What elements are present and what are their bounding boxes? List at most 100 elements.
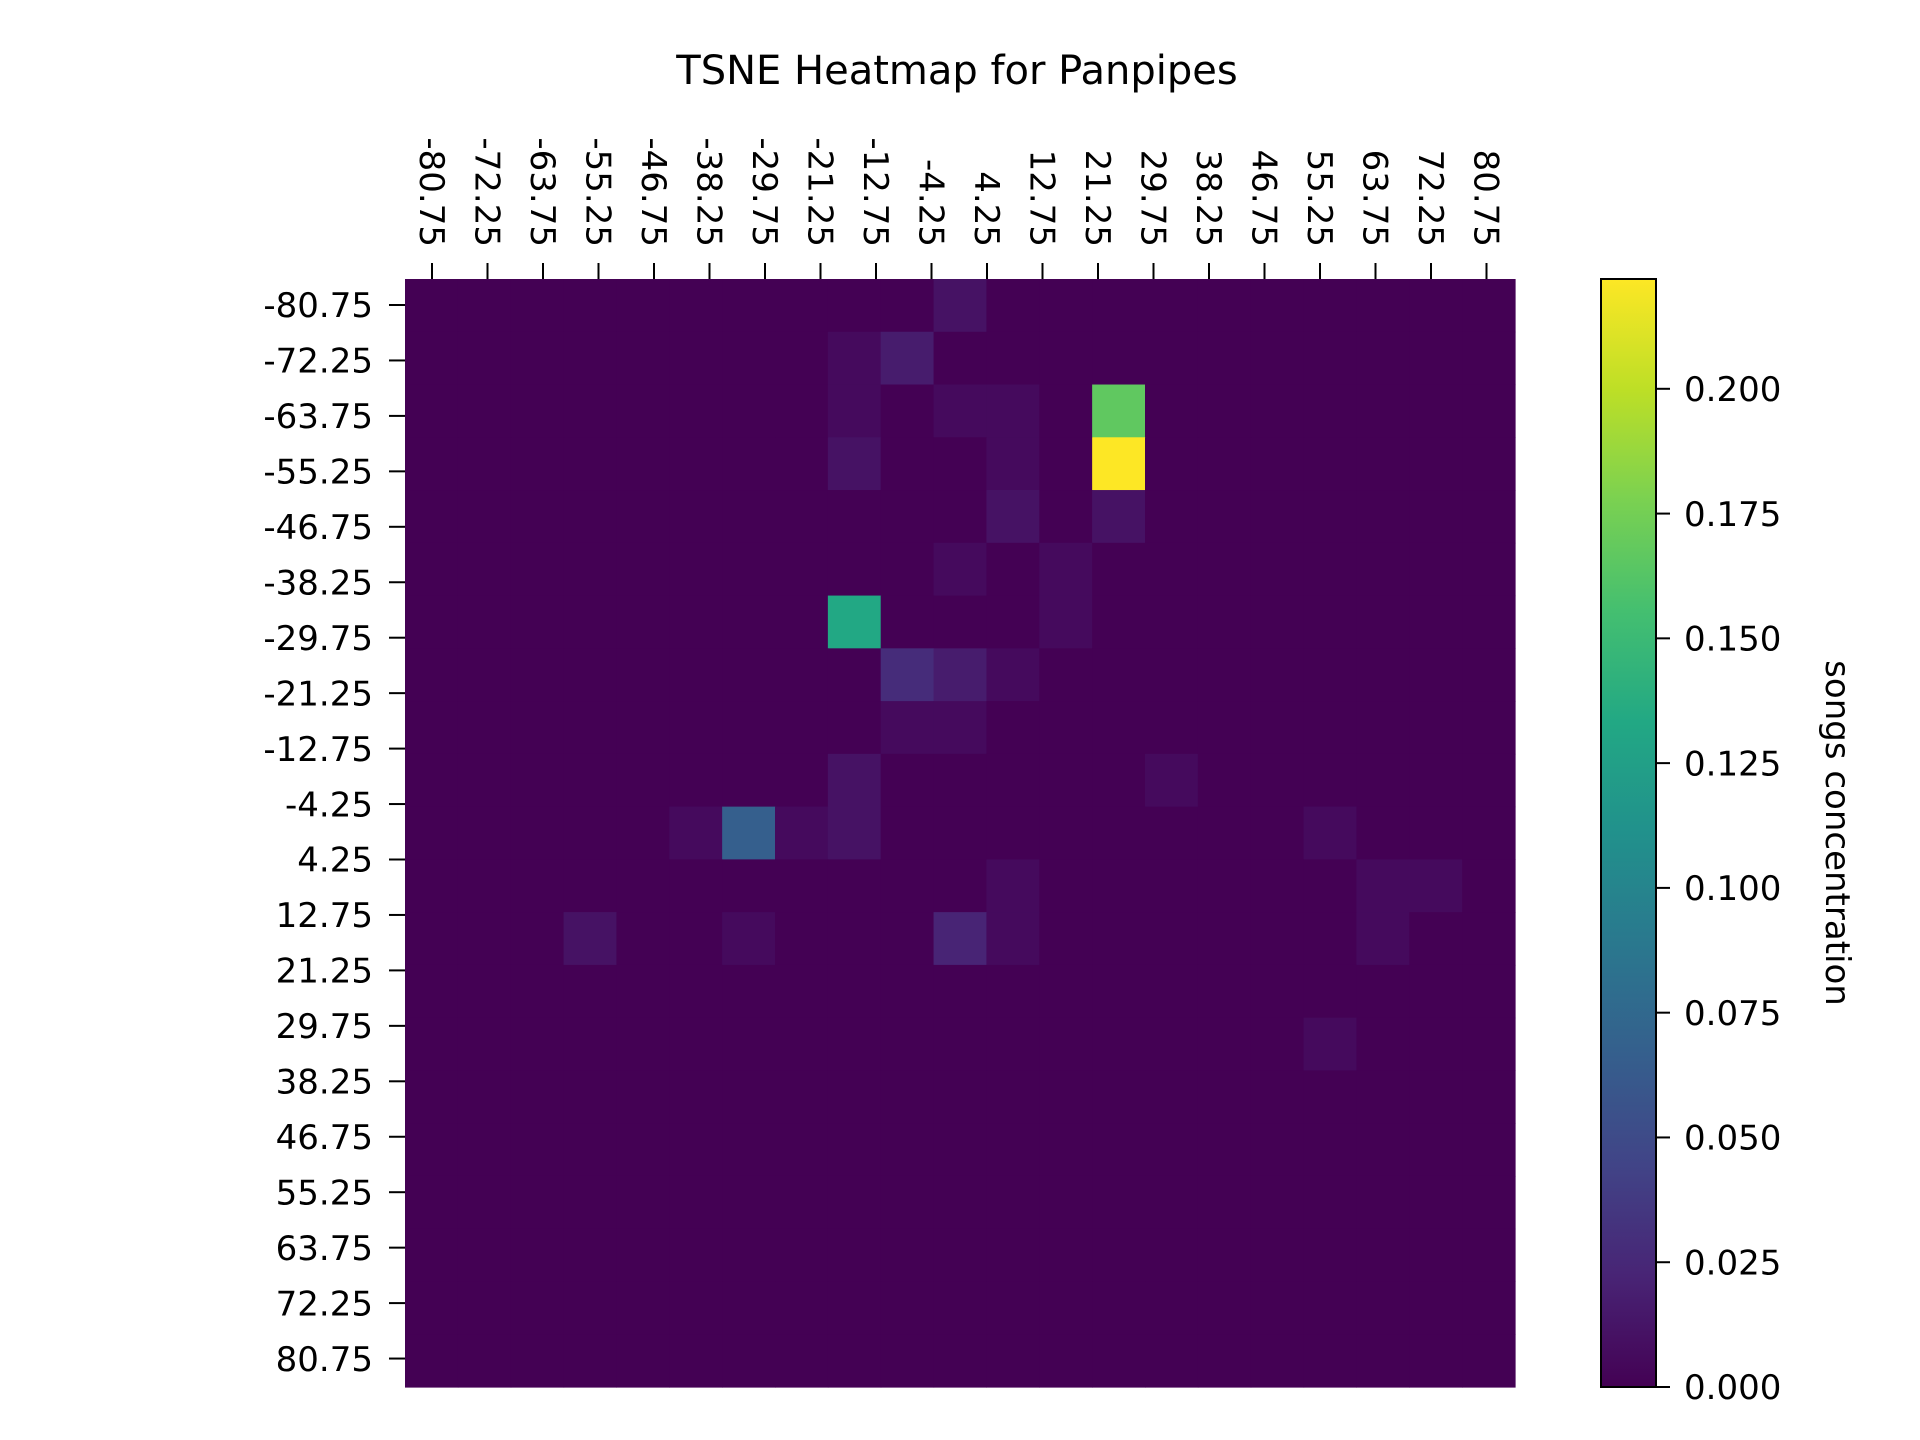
heatmap-cell (457, 648, 512, 702)
heatmap-cell (1039, 753, 1093, 808)
heatmap-cell (1303, 1070, 1358, 1124)
heatmap-cell (1145, 279, 1199, 333)
heatmap-cell (1145, 384, 1199, 438)
heatmap-cell (827, 648, 882, 702)
heatmap-cell (1356, 1175, 1410, 1230)
heatmap-cell (986, 964, 1040, 1019)
heatmap-cell (405, 1175, 459, 1230)
heatmap-cell (1303, 384, 1358, 438)
heatmap-cell (405, 753, 459, 808)
heatmap-cell (669, 331, 723, 386)
heatmap-cell (827, 437, 882, 491)
heatmap-cell (405, 1281, 459, 1335)
heatmap-cell (775, 490, 829, 544)
heatmap-cell (775, 1334, 829, 1388)
heatmap-cell (1462, 806, 1516, 860)
heatmap-cell (1092, 1228, 1146, 1283)
y-tick-label: -72.25 (263, 342, 373, 382)
heatmap-cell (1356, 1228, 1410, 1283)
heatmap-cell (775, 912, 829, 966)
y-tick-label: 46.75 (276, 1118, 373, 1158)
heatmap-cell (510, 1070, 565, 1124)
heatmap-cell (1250, 1017, 1305, 1072)
heatmap-cell (1303, 1334, 1358, 1388)
heatmap-cell (775, 806, 829, 860)
heatmap-cell (1039, 648, 1093, 702)
heatmap-cell (933, 1334, 988, 1388)
heatmap-cell (986, 1334, 1040, 1388)
y-tick-label: -12.75 (263, 730, 373, 770)
heatmap-cell (775, 1123, 829, 1177)
x-tick-label: 55.25 (1299, 150, 1339, 247)
heatmap-cell (563, 1070, 618, 1124)
heatmap-cell (1092, 1123, 1146, 1177)
x-tick-label: -38.25 (689, 137, 729, 247)
heatmap-cell (1250, 1123, 1305, 1177)
heatmap-cell (1303, 648, 1358, 702)
heatmap-cell (986, 701, 1040, 755)
heatmap-cell (1303, 701, 1358, 755)
heatmap-cell (1039, 437, 1093, 491)
heatmap-cell (1145, 490, 1199, 544)
heatmap-cell (722, 1123, 776, 1177)
heatmap-cell (1250, 912, 1305, 966)
colorbar-tick-label: 0.075 (1684, 994, 1781, 1034)
x-tick-label: 21.25 (1077, 150, 1117, 247)
heatmap-cell (616, 279, 670, 333)
heatmap-cell (669, 1228, 723, 1283)
heatmap-cell (405, 648, 459, 702)
heatmap-cell (1197, 859, 1252, 913)
heatmap-cell (1039, 859, 1093, 913)
heatmap-cell (1409, 753, 1463, 808)
heatmap-cell (722, 1070, 776, 1124)
heatmap-cell (1356, 595, 1410, 649)
heatmap-cell (827, 1017, 882, 1072)
colorbar-tick-label: 0.050 (1684, 1119, 1781, 1159)
heatmap-cell (669, 806, 723, 860)
heatmap-cell (1356, 964, 1410, 1019)
heatmap-cell (1197, 1070, 1252, 1124)
heatmap-cell (669, 1017, 723, 1072)
heatmap-cell (1356, 912, 1410, 966)
heatmap-cell (986, 1175, 1040, 1230)
y-tick-label: 12.75 (276, 896, 373, 936)
heatmap-cell (827, 1281, 882, 1335)
colorbar-ticks: 0.000 0.025 0.050 0.075 0.100 0.125 0.150 0.175… (1656, 370, 1781, 1408)
heatmap-cell (1039, 1175, 1093, 1230)
heatmap-cell (510, 437, 565, 491)
heatmap-cell (1250, 384, 1305, 438)
heatmap-cell (457, 331, 512, 386)
heatmap-cell (1092, 701, 1146, 755)
heatmap-cell (1356, 1123, 1410, 1177)
heatmap-cell (880, 964, 935, 1019)
heatmap-cell (1092, 1175, 1146, 1230)
heatmap-cell (827, 859, 882, 913)
y-tick-label: -4.25 (285, 785, 373, 825)
heatmap-cell (510, 859, 565, 913)
heatmap-cell (563, 595, 618, 649)
heatmap-cell (669, 1334, 723, 1388)
heatmap-cell (1197, 1281, 1252, 1335)
chart-title: TSNE Heatmap for Panpipes (675, 48, 1237, 94)
heatmap-cell (986, 648, 1040, 702)
heatmap-cell (722, 964, 776, 1019)
x-tick-label: -80.75 (411, 137, 451, 247)
heatmap-cell (1092, 279, 1146, 333)
y-tick-label: 55.25 (276, 1173, 373, 1213)
y-tick-label: -21.25 (263, 674, 373, 714)
heatmap-cell (827, 542, 882, 597)
heatmap-cell (1197, 1017, 1252, 1072)
heatmap-cell (1197, 1334, 1252, 1388)
heatmap-cell (1197, 490, 1252, 544)
heatmap-cell (563, 806, 618, 860)
heatmap-cell (1356, 753, 1410, 808)
colorbar-gradient (1600, 278, 1657, 1388)
heatmap-cell (1197, 701, 1252, 755)
y-tick-label: 72.25 (276, 1284, 373, 1324)
heatmap-cell (722, 331, 776, 386)
heatmap-cell (880, 648, 935, 702)
heatmap-cell (563, 1017, 618, 1072)
x-tick-label: -72.25 (467, 137, 507, 247)
heatmap-cell (827, 753, 882, 808)
heatmap-cell (722, 595, 776, 649)
